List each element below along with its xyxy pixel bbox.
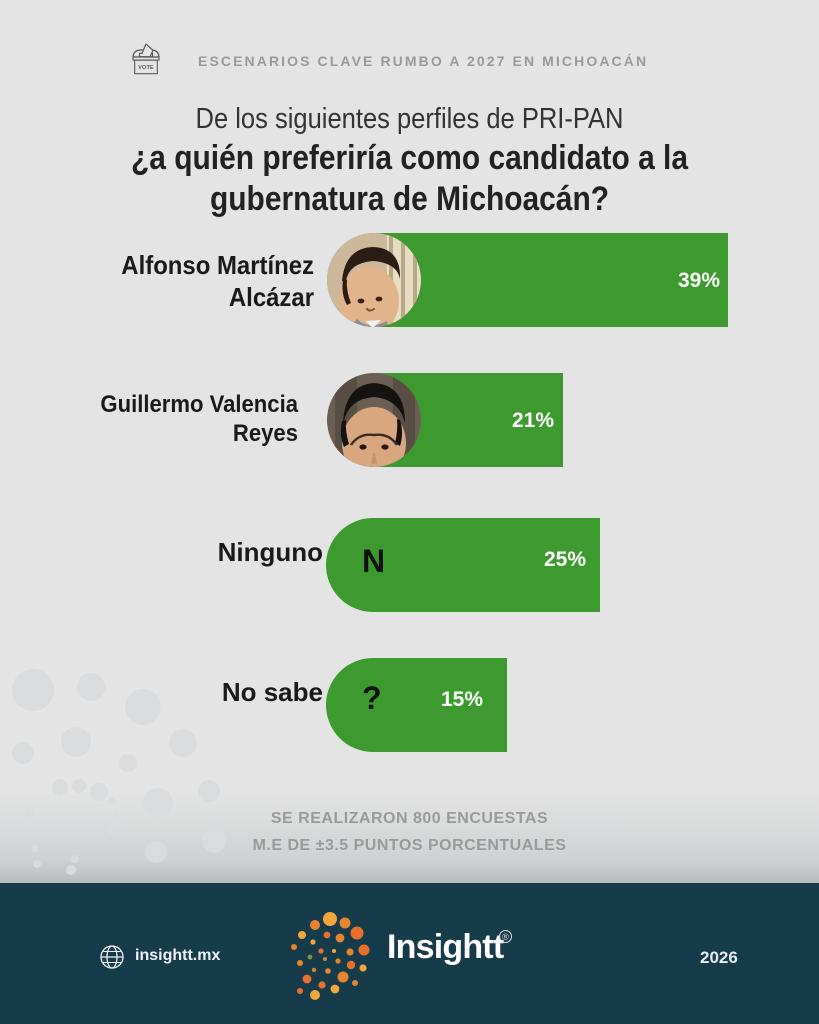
svg-text:VOTE: VOTE: [138, 65, 154, 71]
